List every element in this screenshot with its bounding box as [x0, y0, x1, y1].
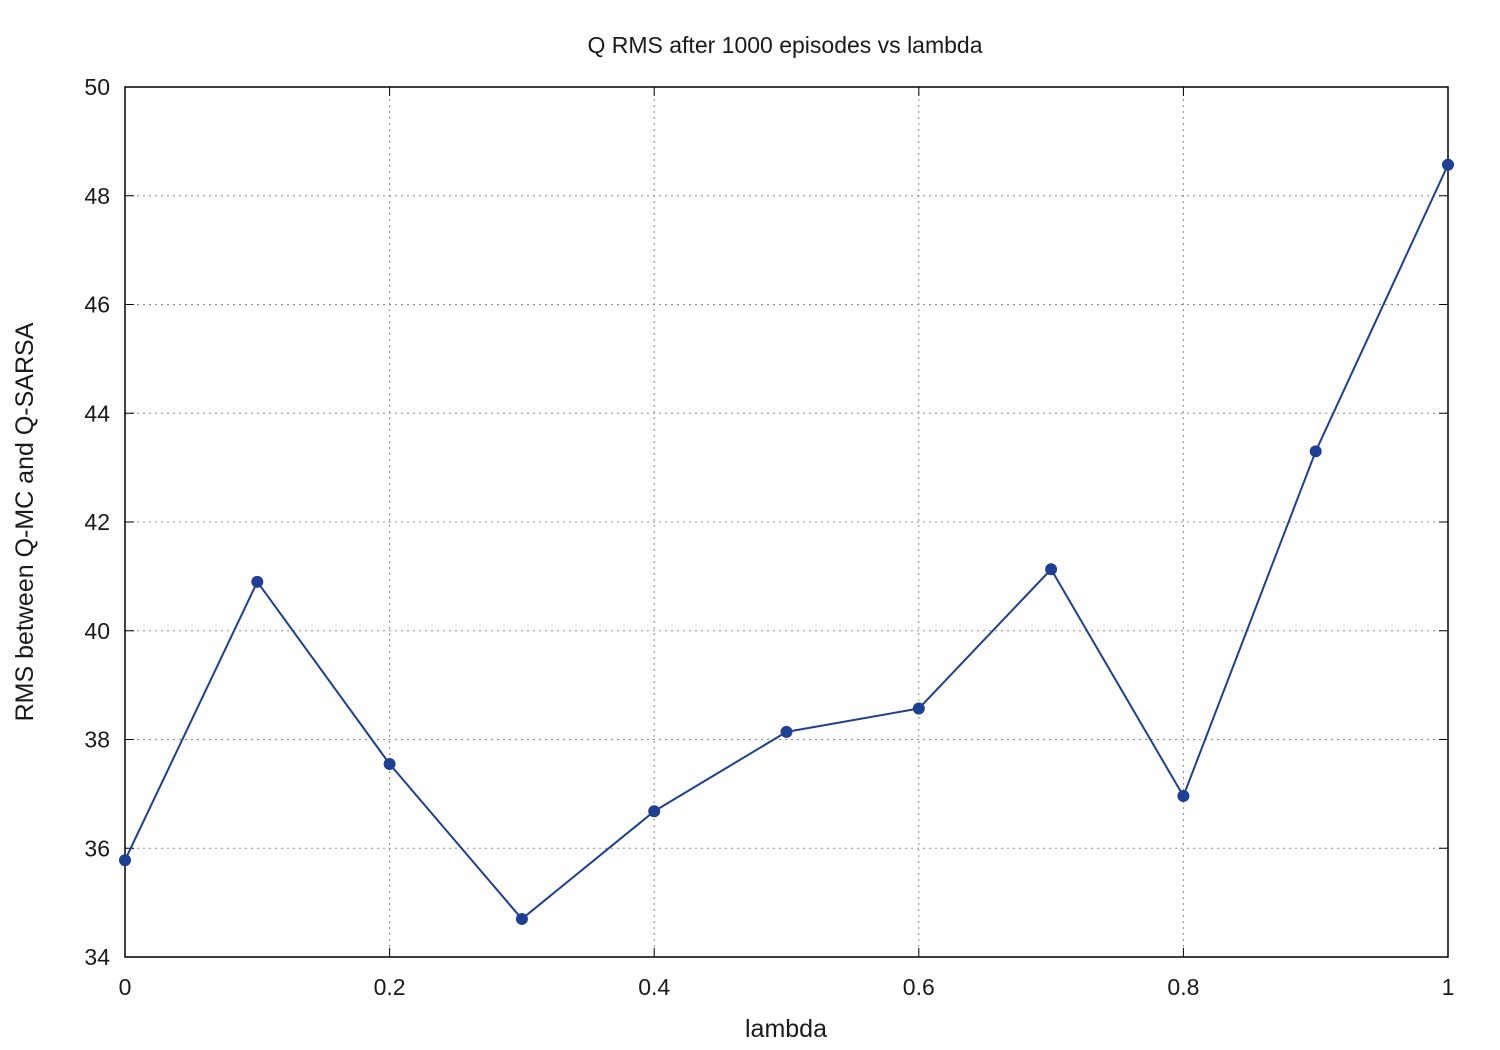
y-tick-label: 46: [84, 292, 110, 318]
data-point: [251, 575, 264, 588]
data-point: [383, 757, 396, 770]
y-tick-label: 36: [84, 835, 110, 861]
chart-title: Q RMS after 1000 episodes vs lambda: [587, 32, 982, 58]
data-point: [912, 702, 925, 715]
y-axis-label: RMS between Q-MC and Q-SARSA: [11, 322, 39, 721]
data-point: [1309, 445, 1322, 458]
y-tick-label: 34: [84, 944, 110, 970]
x-tick-label: 0.6: [903, 974, 935, 1000]
x-axis-label: lambda: [745, 1015, 827, 1043]
x-tick-label: 1: [1442, 974, 1455, 1000]
tick-labels: 0 0.2 0.4 0.6 0.8 1 34 36 38 40 42 44 46 48 50: [84, 74, 1454, 1000]
series-group: [119, 158, 1454, 925]
y-tick-label: 40: [84, 618, 110, 644]
x-tick-label: 0: [119, 974, 132, 1000]
grid-lines: [125, 87, 1448, 957]
data-point: [780, 725, 793, 738]
x-tick-label: 0.4: [638, 974, 670, 1000]
x-tick-label: 0.2: [374, 974, 406, 1000]
data-point: [1442, 158, 1454, 171]
plot-frame: [124, 86, 1449, 958]
data-point: [1177, 790, 1190, 803]
data-point: [515, 912, 528, 925]
y-tick-label: 44: [84, 400, 110, 426]
y-tick-label: 42: [84, 509, 110, 535]
x-tick-label: 0.8: [1167, 974, 1199, 1000]
data-point: [119, 854, 131, 867]
y-tick-label: 50: [84, 74, 110, 100]
data-point: [1045, 563, 1058, 576]
data-point: [648, 805, 661, 818]
y-tick-label: 48: [84, 183, 110, 209]
y-tick-label: 38: [84, 727, 110, 753]
series-line: [124, 164, 1449, 920]
